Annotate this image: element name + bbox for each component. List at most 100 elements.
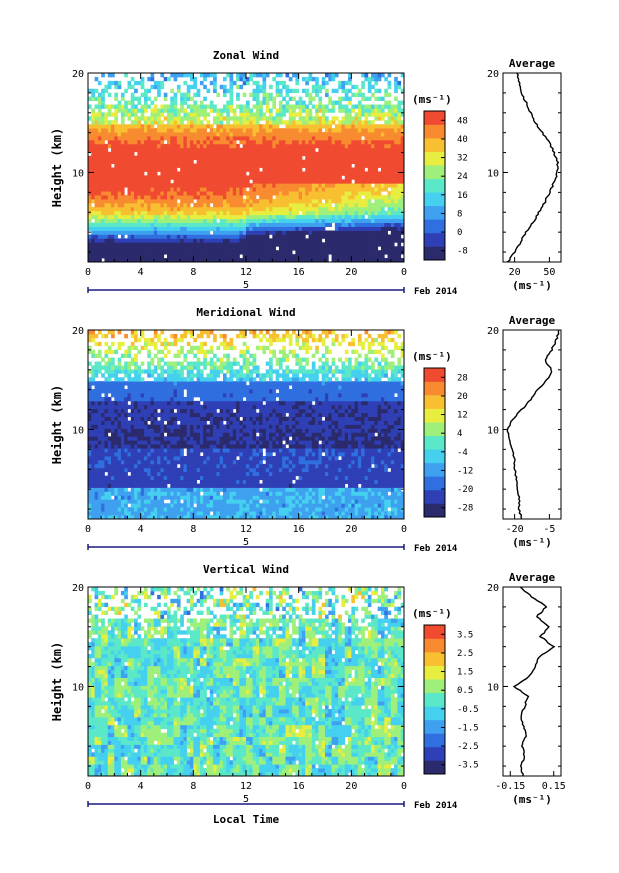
heatmap-cell: [229, 155, 234, 161]
heatmap-cell: [203, 183, 207, 188]
heatmap-cell: [153, 254, 158, 259]
heatmap-cell: [213, 246, 217, 251]
heatmap-cell: [117, 191, 122, 196]
heatmap-cell: [262, 258, 267, 263]
heatmap-cell: [186, 195, 191, 200]
heatmap-cell: [199, 112, 204, 117]
heatmap-cell: [94, 254, 99, 259]
heatmap-cell: [292, 136, 296, 141]
heatmap-cell: [120, 452, 125, 457]
heatmap-cell: [219, 171, 224, 176]
heatmap-cell: [354, 132, 359, 137]
heatmap-cell: [334, 116, 339, 121]
heatmap-cell: [351, 84, 356, 90]
heatmap-cell: [160, 202, 165, 208]
heatmap-cell: [219, 139, 224, 145]
heatmap-cell: [97, 487, 102, 492]
heatmap-cell: [104, 179, 109, 184]
heatmap-cell: [199, 242, 204, 247]
heatmap-cell: [203, 226, 207, 231]
heatmap-cell: [390, 230, 395, 235]
heatmap-cell: [130, 214, 135, 220]
heatmap-cell: [252, 80, 257, 86]
heatmap-cell: [140, 116, 145, 121]
heatmap-cell: [249, 163, 253, 168]
heatmap-cell: [249, 234, 253, 239]
heatmap-cell: [315, 139, 319, 145]
heatmap-cell: [229, 159, 234, 164]
heatmap-cell: [305, 171, 309, 176]
heatmap-cell: [262, 147, 267, 153]
heatmap-cell: [390, 108, 395, 113]
heatmap-cell: [203, 124, 207, 129]
heatmap-cell: [318, 132, 323, 137]
heatmap-cell: [150, 511, 155, 516]
heatmap-cell: [331, 179, 336, 184]
heatmap-cell: [190, 210, 194, 216]
heatmap-cell: [242, 210, 247, 216]
heatmap-cell: [275, 84, 280, 90]
heatmap-cell: [163, 175, 168, 180]
heatmap-cell: [308, 222, 313, 227]
heatmap-cell: [242, 80, 247, 86]
heatmap-cell: [229, 254, 234, 259]
heatmap-cell: [226, 230, 230, 235]
heatmap-cell: [285, 132, 290, 137]
heatmap-cell: [209, 199, 214, 204]
heatmap-cell: [193, 202, 198, 208]
heatmap-cell: [275, 175, 280, 180]
heatmap-cell: [298, 155, 303, 161]
heatmap-cell: [384, 104, 388, 109]
heatmap-cell: [111, 330, 115, 335]
heatmap-cell: [173, 210, 178, 216]
heatmap-cell: [97, 116, 102, 121]
heatmap-cell: [387, 128, 392, 133]
heatmap-cell: [130, 218, 135, 224]
heatmap-cell: [377, 73, 382, 78]
heatmap-cell: [114, 456, 119, 461]
heatmap-cell: [255, 147, 260, 153]
heatmap-cell: [351, 234, 356, 239]
heatmap-cell: [117, 357, 122, 362]
heatmap-cell: [288, 112, 293, 117]
heatmap-cell: [331, 132, 336, 137]
heatmap-cell: [137, 389, 142, 394]
heatmap-cell: [186, 139, 191, 145]
heatmap-cell: [134, 104, 138, 109]
heatmap-cell: [147, 471, 151, 477]
heatmap-cell: [180, 222, 184, 227]
heatmap-cell: [147, 491, 151, 496]
heatmap-cell: [147, 143, 151, 149]
heatmap-cell: [262, 88, 267, 94]
heatmap-cell: [390, 206, 395, 212]
heatmap-cell: [351, 199, 356, 204]
heatmap-cell: [371, 143, 375, 149]
heatmap-cell: [338, 175, 342, 180]
heatmap-cell: [219, 167, 224, 172]
heatmap-cell: [308, 76, 313, 82]
heatmap-cell: [384, 250, 388, 255]
heatmap-cell: [334, 132, 339, 137]
heatmap-cell: [213, 191, 217, 196]
heatmap-cell: [190, 175, 194, 180]
heatmap-cell: [107, 206, 112, 212]
heatmap-cell: [170, 132, 174, 137]
heatmap-cell: [147, 341, 151, 347]
heatmap-cell: [94, 124, 99, 129]
heatmap-cell: [117, 202, 122, 208]
heatmap-cell: [387, 84, 392, 90]
heatmap-cell: [298, 124, 303, 129]
heatmap-cell: [101, 187, 105, 192]
heatmap-cell: [321, 206, 326, 212]
heatmap-cell: [117, 463, 122, 469]
heatmap-cell: [334, 147, 339, 153]
heatmap-cell: [183, 199, 188, 204]
heatmap-cell: [397, 206, 402, 212]
heatmap-cell: [130, 132, 135, 137]
heatmap-cell: [282, 171, 286, 176]
heatmap-cell: [104, 191, 109, 196]
heatmap-cell: [176, 206, 181, 212]
heatmap-cell: [292, 210, 296, 216]
heatmap-cell: [311, 76, 316, 82]
heatmap-cell: [318, 163, 323, 168]
